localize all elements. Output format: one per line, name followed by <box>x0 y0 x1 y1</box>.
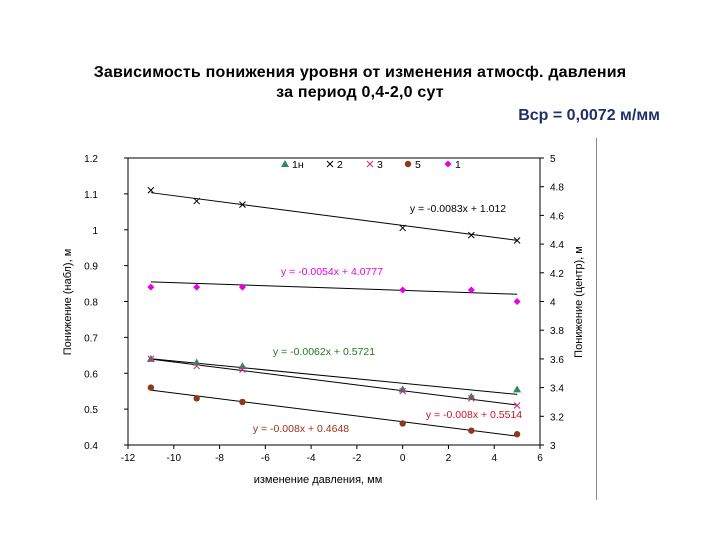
y-left-tick-label-7: 1.1 <box>84 190 98 201</box>
y-right-tick-label-8: 4.6 <box>550 211 564 222</box>
points-layer <box>146 186 522 438</box>
vertical-divider <box>596 138 597 500</box>
y-left-tick-label-0: 0.4 <box>84 441 98 452</box>
y-right-tick-label-4: 3.8 <box>550 326 564 337</box>
trendlines-layer: y = -0.0083x + 1.012 y = -0.0054x + 4.077… <box>150 192 522 437</box>
x-tick-label-3: -6 <box>261 453 270 464</box>
y-right-tick-label-2: 3.4 <box>550 384 564 395</box>
point-s2-1 <box>193 362 201 370</box>
point-s2-0 <box>147 355 155 363</box>
x-tick-label-7: 2 <box>446 453 452 464</box>
point-s3-4 <box>468 427 475 434</box>
trendline-label-3: y = -0.008x + 0.5514 <box>426 409 522 421</box>
point-s1-2 <box>239 201 246 208</box>
y-right-tick-label-6: 4.2 <box>550 269 564 280</box>
trendline-label-2: y = -0.0062x + 0.5721 <box>273 346 375 358</box>
x-tick-label-4: -4 <box>307 453 316 464</box>
point-s3-2 <box>239 398 246 406</box>
point-s1-4 <box>467 231 475 239</box>
point-s4-5 <box>513 298 521 305</box>
x-tick-label-5: -2 <box>352 453 361 464</box>
point-s0-1 <box>192 358 201 366</box>
y-right-tick-label-9: 4.8 <box>550 183 564 194</box>
point-s1-0 <box>147 186 155 194</box>
point-s3-3 <box>399 420 406 427</box>
legend-marker-2 <box>366 160 374 168</box>
legend-label-0: 1н <box>292 159 304 171</box>
trendline-2 <box>150 358 518 395</box>
legend-layer: 1н 2 3 5 1 <box>281 159 461 171</box>
point-s3-1 <box>193 395 200 402</box>
y-left-tick-label-6: 1 <box>92 226 98 237</box>
y-left-tick-label-1: 0.5 <box>84 405 98 416</box>
x-tick-label-9: 6 <box>537 453 543 464</box>
point-s2-4 <box>467 395 475 402</box>
y-left-tick-label-2: 0.6 <box>84 369 98 380</box>
y-left-tick-label-5: 0.9 <box>84 262 98 273</box>
point-s2-2 <box>239 366 246 374</box>
point-s3-0 <box>147 384 155 391</box>
legend-label-3: 5 <box>415 159 421 171</box>
legend-marker-0 <box>281 160 289 167</box>
legend-marker-3 <box>404 160 412 168</box>
trendline-label-1: y = -0.0054x + 4.0777 <box>281 266 383 278</box>
x-tick-label-2: -8 <box>215 453 224 464</box>
y-left-tick-label-3: 0.7 <box>84 333 98 344</box>
point-s0-4 <box>467 392 476 400</box>
point-s0-5 <box>513 385 522 393</box>
legend-marker-4 <box>444 160 452 168</box>
trendline-1 <box>150 281 518 295</box>
x-tick-label-6: 0 <box>400 453 406 464</box>
chart-title-line-1: Зависимость понижения уровня от изменени… <box>93 64 627 81</box>
point-s2-3 <box>399 387 407 395</box>
point-s4-1 <box>193 283 201 291</box>
point-s0-2 <box>238 362 247 370</box>
legend-label-2: 3 <box>377 159 383 171</box>
trendline-label-4: y = -0.008x + 0.4648 <box>253 423 349 435</box>
chart-title-line-2: за период 0,4-2,0 сут <box>276 84 444 101</box>
point-s4-2 <box>238 283 246 291</box>
point-s4-0 <box>147 283 155 291</box>
point-s1-5 <box>513 237 521 244</box>
y-right-tick-label-0: 3 <box>550 441 556 452</box>
legend-marker-1 <box>326 160 334 168</box>
y-axis-left-label: Понижение (набл), м <box>62 249 74 356</box>
point-s2-5 <box>513 402 521 409</box>
y-left-tick-label-8: 1.2 <box>84 154 98 165</box>
y-right-tick-label-10: 5 <box>550 154 556 165</box>
y-left-tick-label-4: 0.8 <box>84 298 98 309</box>
chart-subtitle: Вср = 0,0072 м/мм <box>518 107 660 124</box>
x-tick-label-8: 4 <box>491 453 497 464</box>
trendline-3 <box>150 358 518 406</box>
y-right-tick-label-1: 3.2 <box>550 412 564 423</box>
point-s3-5 <box>513 431 521 438</box>
point-s1-3 <box>399 224 407 232</box>
point-s4-4 <box>467 286 475 294</box>
y-right-tick-label-3: 3.6 <box>550 355 564 366</box>
y-axis-right-label: Понижение (центр), м <box>573 246 585 358</box>
axes-layer: -12 -10 -8 -6 -4 -2 0 2 4 6 0.4 0.5 0.6 0.7 0.8 0.9 1 1.1… <box>84 154 564 464</box>
trendline-0 <box>150 192 518 241</box>
point-s4-3 <box>399 286 407 294</box>
trendline-label-0: y = -0.0083x + 1.012 <box>410 203 506 215</box>
point-s1-1 <box>193 197 201 205</box>
y-right-tick-label-5: 4 <box>550 298 556 309</box>
legend-label-4: 1 <box>455 159 461 171</box>
x-tick-label-1: -10 <box>167 453 182 464</box>
legend-label-1: 2 <box>337 159 343 171</box>
point-s0-3 <box>398 385 407 393</box>
x-axis-label: изменение давления, мм <box>254 474 383 486</box>
y-right-tick-label-7: 4.4 <box>550 240 564 251</box>
trendline-4 <box>150 389 518 437</box>
x-tick-label-0: -12 <box>121 453 136 464</box>
plot-frame <box>127 157 541 446</box>
